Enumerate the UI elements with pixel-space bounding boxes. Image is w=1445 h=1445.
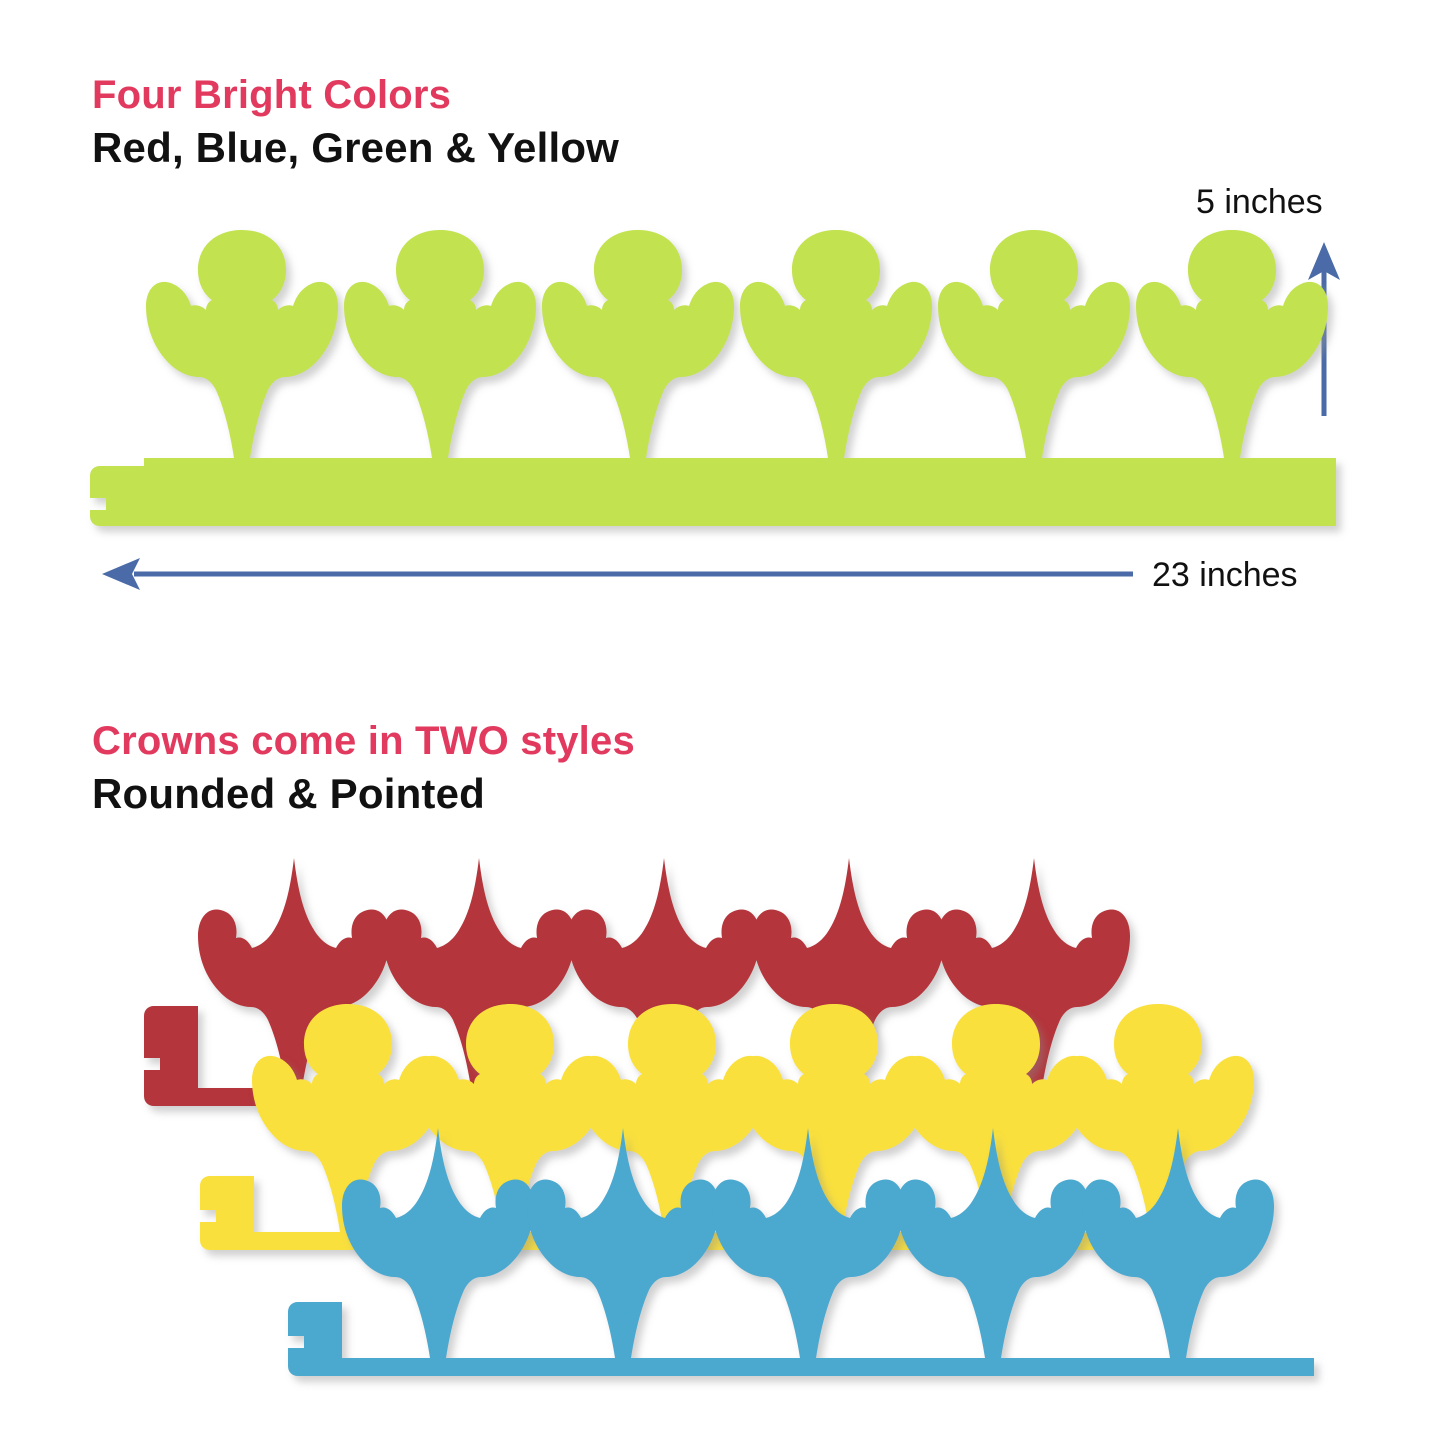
colors-accent-heading: Four Bright Colors <box>92 73 452 117</box>
styles-main-heading: Rounded & Pointed <box>92 770 486 818</box>
green-crown-band <box>86 226 1336 544</box>
blue-crown-band <box>284 1126 1314 1376</box>
height-dimension-label: 5 inches <box>1196 183 1323 221</box>
colors-heading-block: Four Bright Colors Red, Blue, Green & Ye… <box>92 72 619 174</box>
green-crown-shape <box>90 230 1336 526</box>
styles-heading-block: Crowns come in TWO styles Rounded & Poin… <box>92 718 635 820</box>
blue-crown-shape <box>288 1128 1314 1376</box>
styles-accent-heading: Crowns come in TWO styles <box>92 719 635 763</box>
width-arrow-left-icon <box>102 558 1133 590</box>
width-dimension-label: 23 inches <box>1152 556 1298 594</box>
colors-main-heading: Red, Blue, Green & Yellow <box>92 124 620 172</box>
